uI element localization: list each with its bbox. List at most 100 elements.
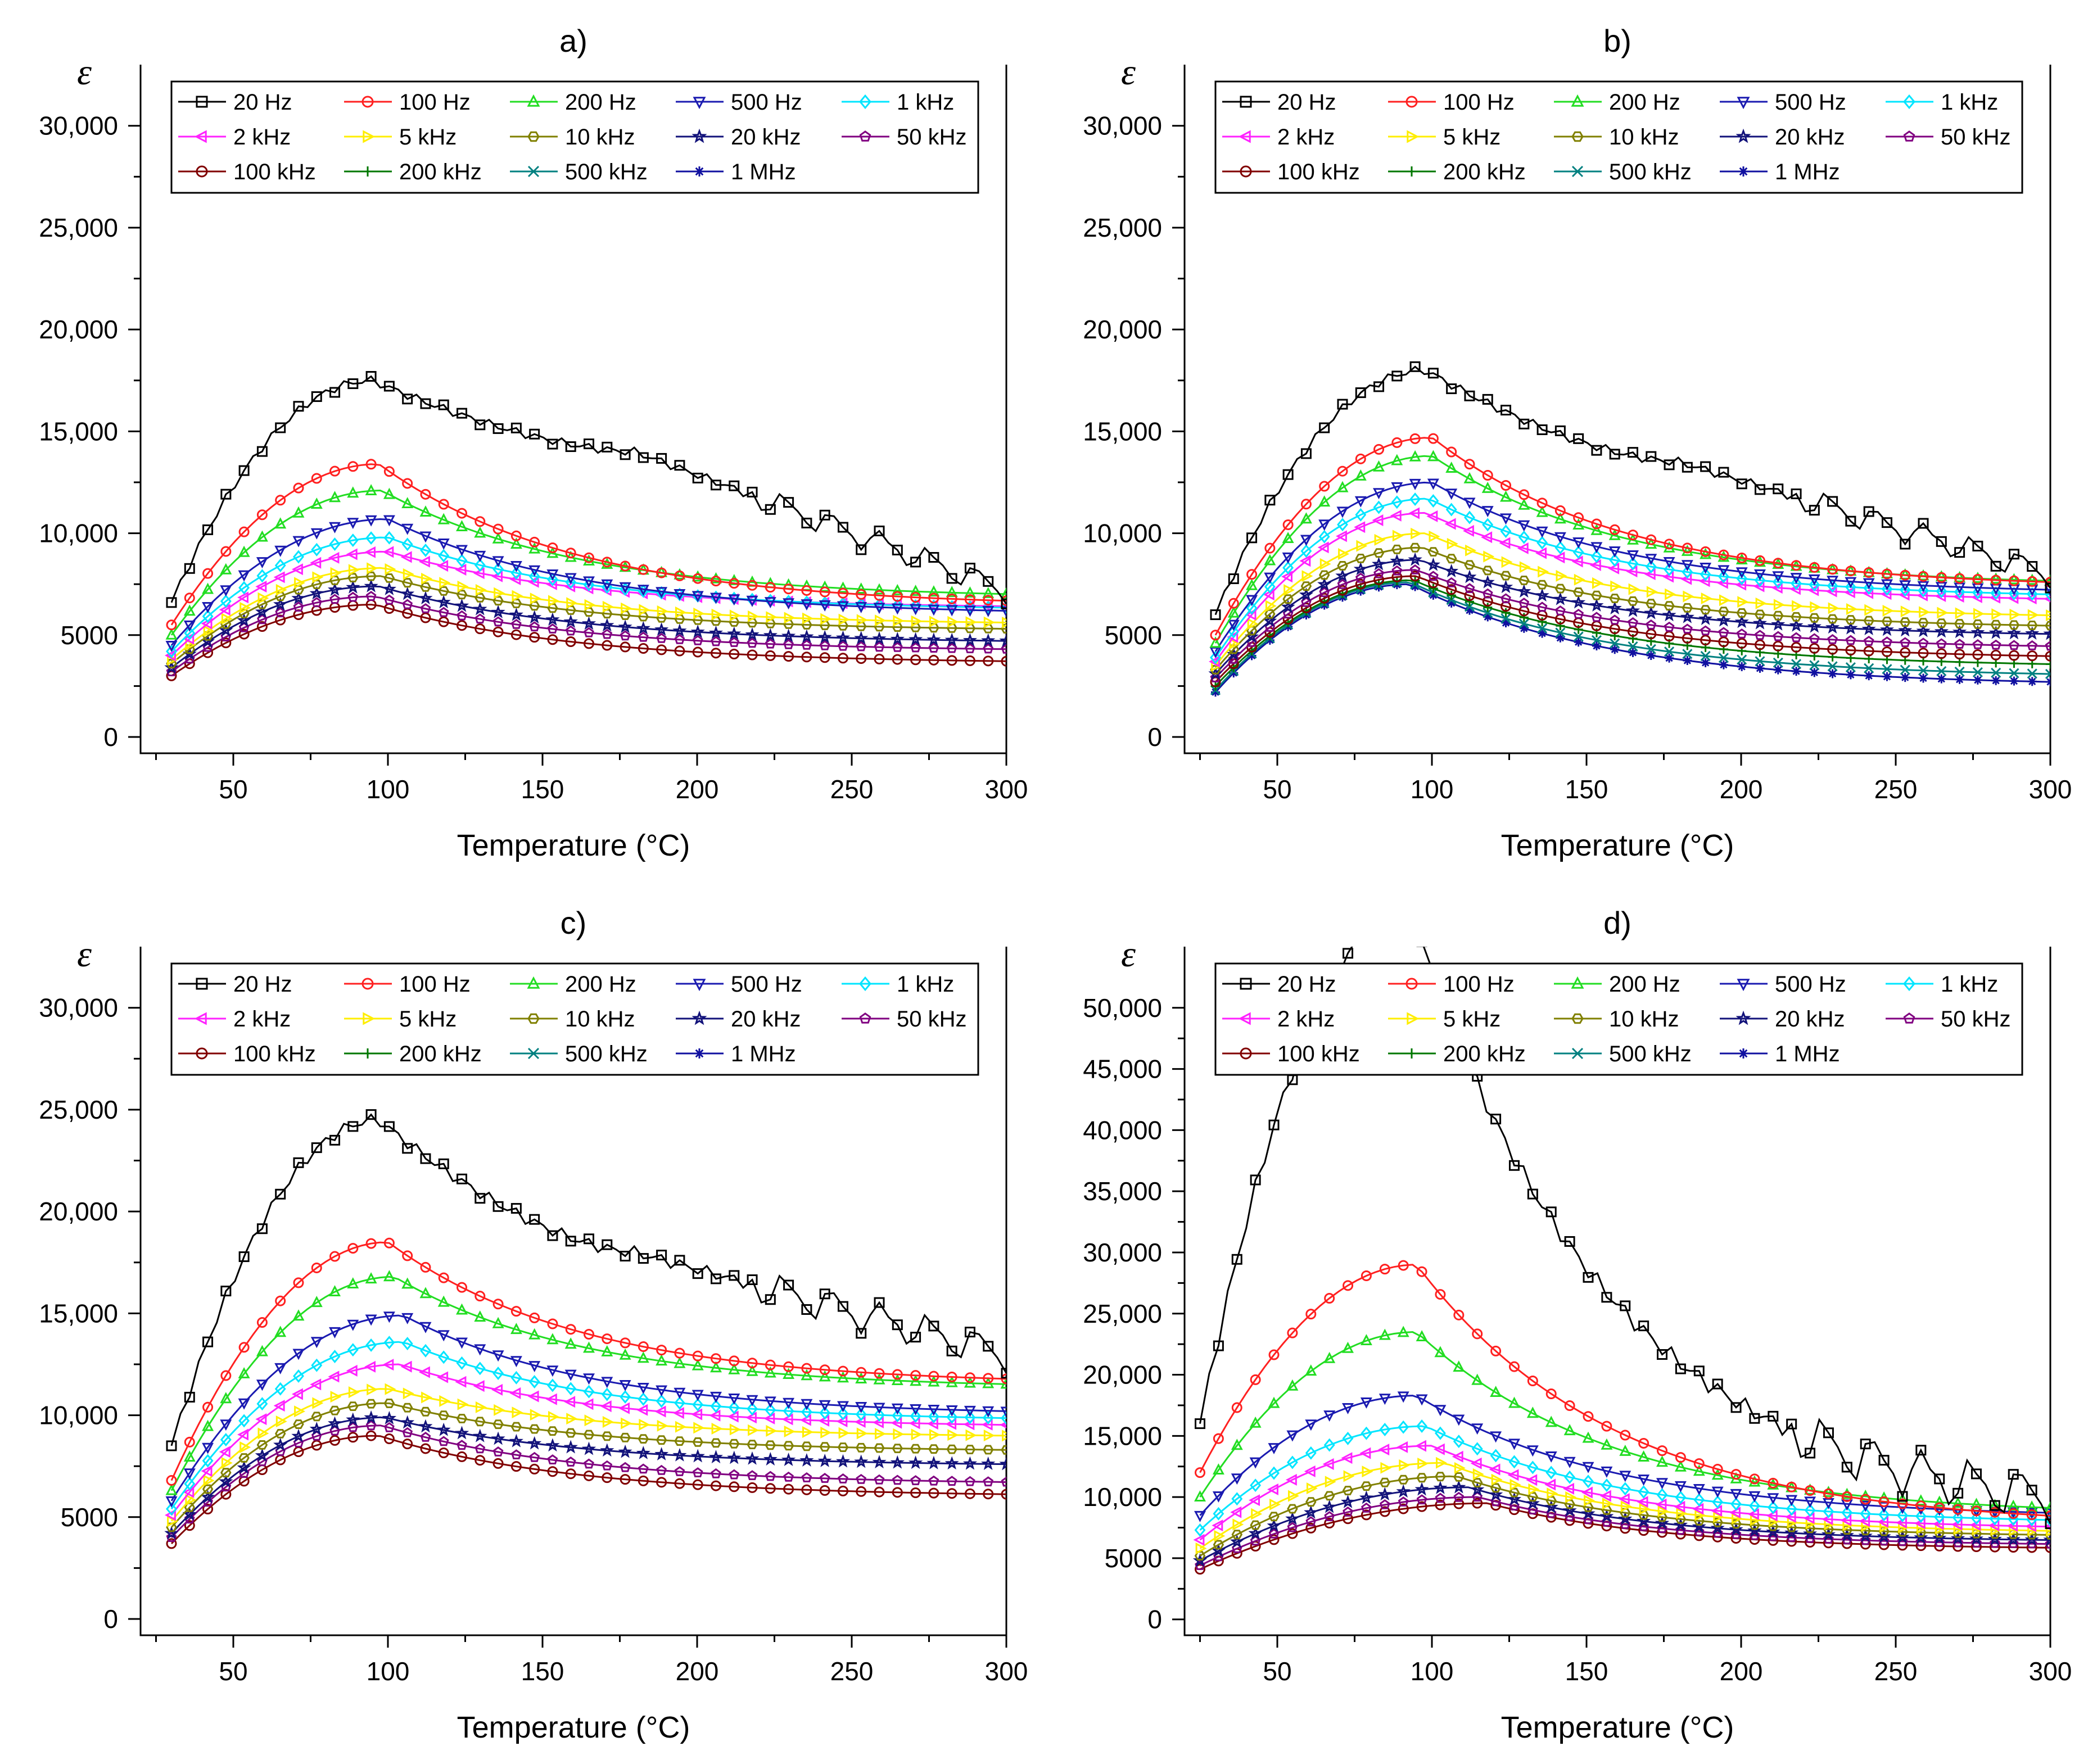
- marker-pentagon: [1337, 578, 1348, 589]
- marker-diamond: [1590, 549, 1602, 563]
- legend-item: 20 Hz: [1222, 972, 1336, 997]
- marker-circle: [1379, 1264, 1390, 1275]
- marker-triangle-down: [1638, 1474, 1650, 1486]
- marker-triangle-down: [383, 1311, 395, 1323]
- marker-circle: [837, 653, 848, 664]
- marker-circle: [565, 636, 576, 647]
- marker-triangle-up: [674, 1356, 686, 1368]
- marker-circle: [1250, 1374, 1261, 1385]
- marker-diamond: [1772, 575, 1784, 589]
- marker-diamond: [238, 1414, 250, 1428]
- marker-diamond: [765, 1403, 776, 1417]
- marker-circle: [438, 1272, 449, 1283]
- marker-triangle-up: [1342, 1341, 1354, 1353]
- marker-star: [781, 1453, 796, 1466]
- marker-square: [1823, 1427, 1834, 1439]
- marker-square: [1675, 1363, 1686, 1374]
- marker-square: [1362, 936, 1371, 945]
- marker-circle: [1453, 1498, 1465, 1509]
- marker-plus: [1407, 1048, 1417, 1059]
- marker-circle: [874, 590, 885, 601]
- marker-hexagon: [1001, 624, 1006, 634]
- marker-triangle-up: [1490, 1386, 1502, 1397]
- marker-circle: [1693, 1458, 1705, 1469]
- marker-star: [908, 632, 923, 646]
- marker-circle: [1554, 505, 1566, 516]
- marker-hexagon: [547, 1426, 558, 1436]
- legend-label: 1 kHz: [1941, 90, 1998, 115]
- marker-triangle-right: [602, 600, 614, 613]
- marker-star: [636, 621, 650, 635]
- marker-circle: [474, 623, 486, 635]
- marker-star: [1680, 609, 1694, 623]
- marker-triangle-down: [419, 1322, 432, 1333]
- marker-cross: [1954, 666, 1965, 677]
- marker-triangle-right: [1454, 1462, 1466, 1474]
- marker-circle: [819, 1364, 830, 1376]
- marker-circle: [1324, 1518, 1335, 1529]
- series-line: [1214, 365, 2050, 616]
- marker-pentagon: [1305, 1516, 1317, 1527]
- series-100-khz: [1210, 571, 2050, 687]
- marker-triangle-up: [1397, 1326, 1409, 1337]
- marker-circle: [1379, 1506, 1390, 1517]
- legend-label: 200 Hz: [565, 90, 636, 115]
- marker-circle: [202, 568, 214, 579]
- marker-triangle-right: [711, 608, 723, 621]
- marker-circle: [457, 1282, 468, 1293]
- marker-triangle-up: [1318, 495, 1331, 507]
- marker-hexagon: [638, 612, 649, 622]
- marker-star: [1304, 1505, 1318, 1519]
- marker-diamond: [1952, 1510, 1964, 1525]
- marker-circle: [1900, 569, 1911, 581]
- marker-diamond: [1989, 1512, 2001, 1526]
- marker-triangle-left: [400, 1360, 412, 1373]
- marker-triangle-up: [437, 1295, 450, 1307]
- marker-square: [2008, 1469, 2019, 1480]
- marker-triangle-down: [310, 528, 323, 540]
- marker-triangle-up: [819, 580, 831, 592]
- legend-item: 200 Hz: [1554, 90, 1680, 115]
- marker-circle: [166, 619, 177, 631]
- marker-star: [944, 632, 959, 646]
- marker-diamond: [1445, 503, 1457, 517]
- marker-triangle-down: [656, 1385, 668, 1397]
- marker-diamond: [347, 1343, 359, 1357]
- marker-plus: [1465, 597, 1474, 607]
- series-line: [171, 603, 1006, 677]
- marker-hexagon: [401, 1403, 413, 1413]
- marker-triangle-up: [2026, 573, 2039, 585]
- marker-pentagon: [656, 1464, 667, 1475]
- marker-star: [1644, 605, 1658, 619]
- marker-square: [1490, 1114, 1502, 1125]
- marker-circle: [584, 638, 594, 649]
- marker-triangle-down: [1645, 554, 1657, 566]
- marker-circle: [765, 1359, 776, 1371]
- marker-hexagon: [1500, 571, 1512, 581]
- marker-triangle-down: [1536, 526, 1548, 538]
- marker-triangle-up: [528, 1328, 541, 1340]
- marker-triangle-down: [1354, 496, 1367, 508]
- marker-triangle-down: [1899, 580, 1911, 592]
- marker-hexagon: [1881, 616, 1893, 626]
- marker-triangle-up: [1246, 578, 1258, 590]
- marker-triangle-right: [1528, 1483, 1540, 1495]
- marker-triangle-down: [274, 1363, 287, 1374]
- marker-triangle-left: [1674, 1500, 1685, 1513]
- marker-diamond: [1601, 1478, 1612, 1492]
- marker-star: [654, 1447, 669, 1460]
- marker-circle: [910, 654, 921, 666]
- marker-hexagon: [401, 578, 413, 588]
- marker-triangle-right: [363, 130, 376, 143]
- marker-triangle-down: [1767, 1493, 1779, 1505]
- marker-star: [545, 612, 560, 626]
- marker-star: [237, 1460, 251, 1474]
- legend-label: 5 kHz: [1443, 125, 1501, 150]
- marker-pentagon: [620, 1462, 631, 1472]
- marker-circle: [383, 1237, 395, 1249]
- marker-square: [1554, 425, 1566, 436]
- marker-square: [1881, 517, 1892, 528]
- series-50-khz: [1210, 564, 2050, 682]
- marker-triangle-left: [1396, 1441, 1408, 1453]
